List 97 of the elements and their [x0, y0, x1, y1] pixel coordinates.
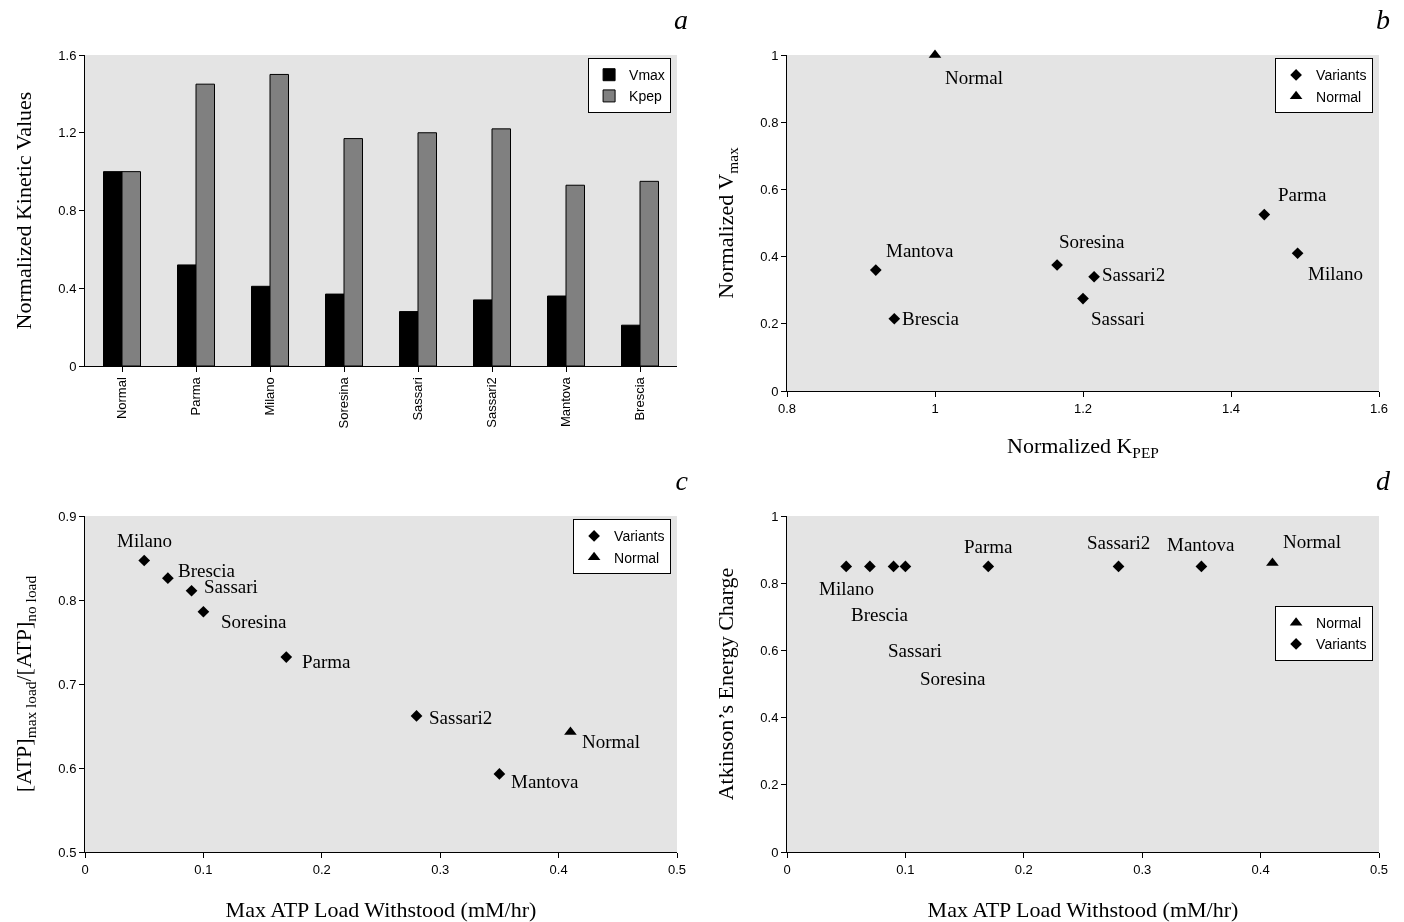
point [888, 312, 901, 325]
x-tick-label: 1 [931, 400, 939, 416]
annotation: Sassari2 [429, 707, 493, 728]
annotation: Soresina [1059, 231, 1125, 252]
point [197, 605, 210, 618]
x-tick-label: 0.2 [312, 861, 331, 877]
y-tick-label: 0.8 [760, 114, 779, 130]
annotation: Sassari2 [1087, 532, 1151, 553]
point [410, 710, 423, 722]
y-tick-label: 0.8 [760, 575, 779, 591]
annotation: Normal [582, 731, 641, 752]
point [1077, 292, 1089, 305]
annotation: Mantova [1167, 534, 1236, 555]
x-tick-label: Soresina [336, 376, 352, 429]
y-tick-label: 0.6 [760, 642, 779, 658]
y-axis-title: Normalized Kinetic Values [11, 91, 36, 330]
legend-label: Variants [614, 528, 665, 545]
annotation: Normal [1283, 531, 1342, 552]
x-tick-label: 1.2 [1073, 400, 1093, 416]
y-tick-label: 1 [771, 508, 779, 524]
x-tick-label: 0.5 [667, 861, 687, 877]
y-tick-label: 0.8 [58, 592, 77, 608]
annotation: Milano [1308, 263, 1363, 284]
y-tick-label: 0.7 [58, 676, 77, 692]
y-tick-label: 0.4 [760, 249, 779, 265]
x-tick-label: Sassari [410, 377, 426, 421]
y-tick-label: 1 [771, 47, 779, 63]
point [1291, 247, 1304, 260]
x-tick-label: Mantova [558, 376, 574, 428]
y-tick-label: 0 [771, 844, 779, 860]
x-axis-title: Normalized K$_{PEP}$ [1007, 433, 1159, 461]
y-tick-label: 0.6 [58, 760, 77, 776]
x-axis-title: Max ATP Load Withstood (mM/hr) [225, 897, 537, 922]
x-tick-label: 1.4 [1221, 400, 1241, 416]
point [280, 651, 293, 663]
y-tick-label: 0.4 [760, 710, 779, 726]
y-axis-title: Atkinson’s Energy Charge [713, 567, 738, 801]
x-tick-label: Normal [114, 377, 130, 420]
x-tick-label: 0.4 [549, 861, 568, 877]
y-tick-label: 1.2 [58, 125, 77, 141]
legend-label: Kpep [629, 88, 662, 105]
x-tick-label: Milano [262, 377, 278, 416]
x-tick-label: 0.1 [194, 861, 213, 877]
x-tick-label: 0.2 [1014, 861, 1033, 877]
legend-label: Variants [1316, 67, 1367, 84]
chart-title: c [675, 464, 689, 496]
annotation: Milano [117, 530, 172, 551]
y-tick-label: 0.9 [58, 508, 77, 524]
x-tick-label: 0.5 [1369, 861, 1389, 877]
y-tick-label: 0.4 [58, 280, 77, 296]
annotation: Sassari2 [1102, 264, 1166, 285]
x-tick-label: 0.1 [896, 861, 915, 877]
x-tick-label: 0 [81, 861, 89, 877]
annotation: Soresina [920, 668, 986, 689]
x-tick-label: 0 [783, 861, 791, 877]
point [493, 768, 506, 780]
annotation: Mantova [511, 771, 580, 792]
annotation: Mantova [886, 240, 955, 261]
x-axis-title: Max ATP Load Withstood (mM/hr) [927, 897, 1239, 922]
x-tick-label: 0.3 [431, 861, 450, 877]
y-tick-label: 0.2 [760, 777, 779, 793]
y-tick-label: 1.6 [58, 47, 77, 63]
y-tick-label: 0.8 [58, 203, 77, 219]
legend-label: Normal [1316, 88, 1362, 105]
annotation: Sassari [888, 640, 942, 661]
x-tick-label: 1.6 [1369, 400, 1389, 416]
x-tick-label: 0.3 [1133, 861, 1152, 877]
y-tick-label: 0.6 [760, 181, 779, 197]
x-tick-label: 0.4 [1251, 861, 1270, 877]
annotation: Milano [819, 578, 874, 599]
point [185, 584, 198, 597]
y-tick-label: 0.5 [58, 844, 77, 860]
x-tick-label: Brescia [632, 376, 648, 421]
y-tick-label: 0.2 [760, 316, 779, 332]
point [1088, 270, 1100, 283]
chart-title: d [1375, 464, 1391, 496]
point [1258, 208, 1271, 221]
point [138, 554, 151, 567]
annotation: Parma [964, 536, 1014, 557]
annotation: Parma [1278, 184, 1328, 205]
annotation: Sassari [1091, 308, 1145, 329]
chart-title: b [1375, 3, 1390, 35]
point [162, 572, 174, 585]
annotation: Brescia [902, 308, 960, 329]
legend-label: Normal [614, 549, 660, 566]
x-tick-label: Parma [188, 376, 204, 416]
point [869, 264, 882, 276]
legend-label: Normal [1316, 615, 1362, 632]
annotation: Brescia [851, 604, 909, 625]
chart-title: a [673, 3, 688, 35]
annotation: Soresina [221, 611, 287, 632]
x-tick-label: Sassari2 [484, 377, 500, 428]
annotation: Normal [945, 67, 1004, 88]
legend-label: Variants [1316, 636, 1367, 653]
annotation: Parma [302, 651, 352, 672]
legend-label: Vmax [629, 67, 665, 84]
y-tick-label: 0 [69, 358, 77, 374]
